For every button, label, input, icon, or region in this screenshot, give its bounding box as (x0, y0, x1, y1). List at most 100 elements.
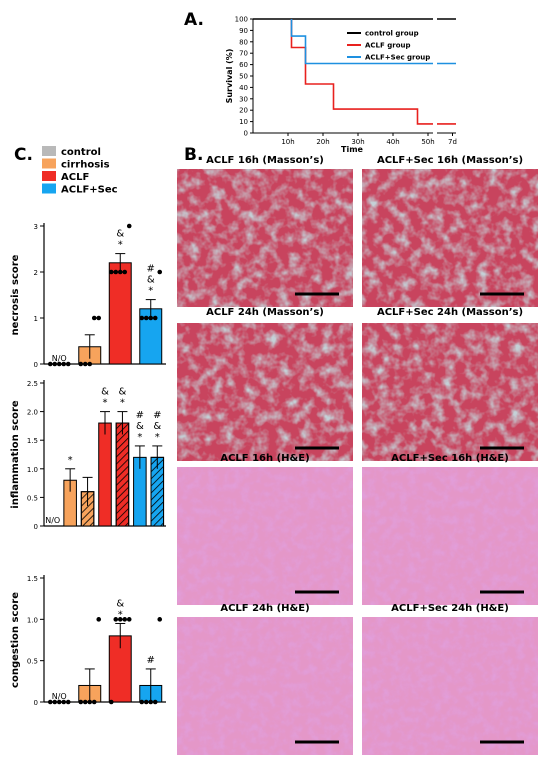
necrosis-significance-mark: & (147, 275, 155, 286)
micrograph-title-7: ACLF+Sec 24h (H&E) (391, 603, 509, 614)
micrograph-title-1: ACLF+Sec 16h (Masson’s) (377, 155, 523, 166)
survival-x-label: Time (341, 145, 364, 154)
congestion-y-tick-label: 0.5 (27, 658, 38, 666)
congestion-point (78, 699, 84, 705)
micrograph-title-0: ACLF 16h (Masson’s) (206, 155, 324, 166)
micrograph-texture-5 (362, 467, 538, 605)
necrosis-point (52, 361, 58, 367)
congestion-point (61, 699, 67, 705)
necrosis-significance-mark: # (147, 264, 155, 275)
necrosis-point (108, 269, 114, 275)
necrosis-point (143, 315, 149, 321)
survival-x-tick-label: 10h (281, 138, 294, 146)
necrosis-point (91, 315, 97, 321)
congestion-point (108, 699, 114, 705)
micrograph-texture-0 (177, 169, 353, 307)
micrograph-texture-2 (177, 323, 353, 461)
survival-y-tick-label: 100 (235, 16, 248, 24)
inflammation-bar-hatch-4 (115, 422, 130, 527)
survival-y-tick-label: 20 (239, 107, 248, 115)
congestion-point (91, 699, 97, 705)
congestion-point (56, 699, 62, 705)
micrograph-title-5: ACLF+Sec 16h (H&E) (391, 453, 509, 464)
congestion-point (65, 699, 71, 705)
legend-label-1: cirrhosis (61, 160, 110, 171)
necrosis-point (152, 315, 158, 321)
necrosis-point (96, 315, 102, 321)
micrograph-title-2: ACLF 24h (Masson’s) (206, 307, 324, 318)
inflammation-significance-mark: * (68, 455, 73, 466)
congestion-significance-mark: & (116, 598, 124, 609)
survival-y-tick-label: 10 (239, 118, 248, 126)
congestion-point (143, 699, 149, 705)
necrosis-y-tick-label: 3 (34, 223, 38, 231)
necrosis-y-tick-label: 2 (34, 269, 38, 277)
congestion-point (82, 699, 88, 705)
survival-x-tick-label: 7d (448, 138, 457, 146)
inflammation-significance-mark: & (153, 421, 161, 432)
survival-axis-break (433, 14, 437, 136)
survival-chart: 0 10 20 30 40 50 60 70 80 90 100 10h 20h 30h 40h 50h 7d… (225, 14, 457, 154)
legend-swatch-2 (42, 171, 56, 181)
survival-x-tick-label: 50h (421, 138, 434, 146)
micrograph-texture-6 (177, 617, 353, 755)
necrosis-significance-mark: * (118, 240, 123, 251)
survival-y-tick-label: 80 (239, 38, 248, 46)
congestion-significance-mark: * (118, 609, 123, 620)
survival-y-tick-label: 60 (239, 61, 248, 69)
inflammation-y-tick-label: 2.0 (27, 409, 38, 417)
congestion-point (47, 699, 53, 705)
necrosis-significance-mark: & (116, 229, 124, 240)
necrosis-point (122, 269, 128, 275)
inflammation-significance-mark: # (136, 410, 144, 421)
congestion-point (139, 699, 145, 705)
inflammation-na-label: N/O (45, 516, 60, 525)
survival-line-2 (290, 19, 456, 65)
micrograph-title-4: ACLF 16h (H&E) (220, 453, 309, 464)
congestion-point (52, 699, 58, 705)
inflammation-bar-3 (98, 422, 112, 527)
survival-x-tick-label: 20h (316, 138, 329, 146)
congestion-chart: 0 0.5 1.0 1.5 congestion score *& # N/O (10, 575, 166, 707)
legend-label-3: ACLF+Sec (61, 185, 118, 196)
inflammation-significance-mark: & (119, 387, 127, 398)
survival-y-label: Survival (%) (225, 49, 234, 104)
congestion-point (148, 699, 154, 705)
survival-y-tick-label: 0 (244, 130, 248, 138)
survival-legend-label: ACLF+Sec group (365, 54, 430, 62)
legend-swatch-0 (42, 146, 56, 156)
survival-y-tick-label: 70 (239, 50, 248, 58)
survival-legend-label: control group (365, 30, 419, 38)
necrosis-y-tick-label: 0 (34, 361, 38, 369)
necrosis-point (126, 223, 132, 229)
survival-line-1 (290, 19, 456, 125)
micrograph-grid: ACLF 16h (Masson’s) ACLF+Sec 16h (Masson’… (177, 155, 538, 755)
inflammation-significance-mark: & (101, 387, 109, 398)
inflammation-y-label: inflammation score (10, 400, 21, 509)
micrograph-texture-3 (362, 323, 538, 461)
necrosis-point (56, 361, 62, 367)
congestion-point (157, 617, 163, 622)
survival-y-tick-label: 90 (239, 27, 248, 35)
legend-label-2: ACLF (61, 172, 89, 183)
legend-label-0: control (61, 147, 101, 158)
necrosis-point (47, 361, 53, 367)
micrograph-title-6: ACLF 24h (H&E) (220, 603, 309, 614)
necrosis-point (113, 269, 119, 275)
legend-swatch-3 (42, 183, 56, 194)
necrosis-bar-2 (108, 262, 132, 365)
necrosis-point (82, 361, 88, 367)
survival-legend: control group ACLF group ACLF+Sec group (347, 30, 430, 62)
congestion-y-tick-label: 1.0 (27, 616, 38, 624)
congestion-point (122, 617, 128, 622)
inflammation-y-tick-label: 1.0 (27, 466, 38, 474)
inflammation-y-tick-label: 1.5 (27, 437, 38, 445)
inflammation-y-tick-label: 0 (34, 523, 38, 531)
congestion-point (117, 617, 123, 622)
necrosis-na-label: N/O (52, 354, 67, 363)
congestion-y-tick-label: 1.5 (27, 575, 38, 583)
inflammation-significance-mark: * (155, 432, 160, 443)
